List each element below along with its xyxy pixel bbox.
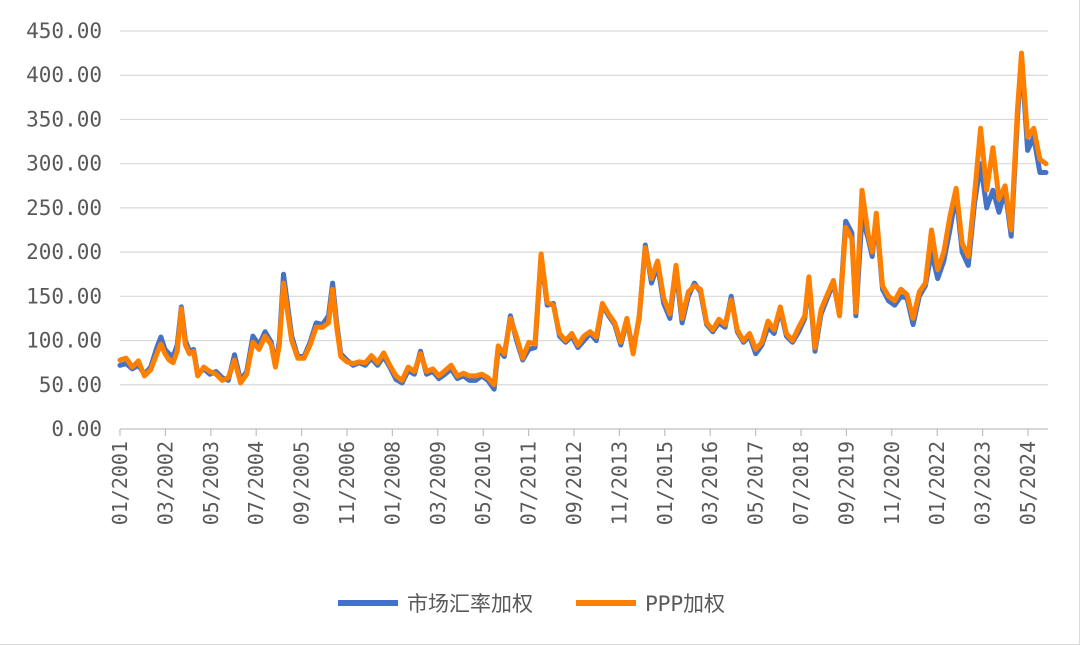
y-tick-label: 300.00	[26, 152, 102, 176]
y-tick-label: 50.00	[39, 373, 102, 397]
series-lines	[117, 50, 1049, 392]
x-tick-label: 03/2002	[153, 441, 177, 525]
legend-label: PPP加权	[645, 592, 725, 616]
y-tick-label: 150.00	[26, 284, 102, 308]
x-tick-label: 11/2013	[607, 441, 631, 525]
x-tick-label: 11/2020	[880, 441, 904, 525]
x-tick-label: 03/2009	[426, 441, 450, 525]
y-tick-label: 100.00	[26, 329, 102, 353]
x-tick-label: 09/2005	[290, 441, 314, 525]
x-tick-label: 07/2018	[789, 441, 813, 525]
y-tick-label: 450.00	[26, 19, 102, 43]
x-axis	[119, 429, 1029, 436]
y-tick-label: 350.00	[26, 107, 102, 131]
x-tick-label: 11/2006	[335, 441, 359, 525]
x-tick-label: 07/2011	[517, 441, 541, 525]
x-tick-label: 05/2017	[744, 441, 768, 525]
y-tick-label: 0.00	[51, 417, 102, 441]
y-axis-ticks: 0.00 50.00 100.00 150.00 200.00 250.00 300.00 3…	[26, 19, 102, 441]
x-tick-label: 05/2024	[1016, 441, 1040, 525]
x-tick-label: 07/2004	[244, 441, 268, 525]
x-tick-label: 01/2022	[925, 441, 949, 525]
y-tick-label: 250.00	[26, 196, 102, 220]
x-tick-label: 03/2023	[971, 441, 995, 525]
gridlines	[120, 30, 1048, 430]
y-tick-label: 200.00	[26, 240, 102, 264]
x-tick-label: 05/2010	[471, 441, 495, 525]
legend-label: 市场汇率加权	[407, 592, 533, 616]
x-tick-label: 01/2015	[653, 441, 677, 525]
series-line-2	[117, 50, 1049, 388]
x-tick-label: 09/2019	[834, 441, 858, 525]
x-axis-ticks: 01/2001 03/2002 05/2003 07/2004 09/2005 11/20…	[108, 441, 1040, 525]
x-tick-label: 01/2001	[108, 441, 132, 525]
x-tick-label: 03/2016	[698, 441, 722, 525]
x-tick-label: 05/2003	[199, 441, 223, 525]
x-tick-label: 01/2008	[380, 441, 404, 525]
legend: 市场汇率加权 PPP加权	[338, 592, 725, 616]
y-tick-label: 400.00	[26, 63, 102, 87]
x-tick-label: 09/2012	[562, 441, 586, 525]
